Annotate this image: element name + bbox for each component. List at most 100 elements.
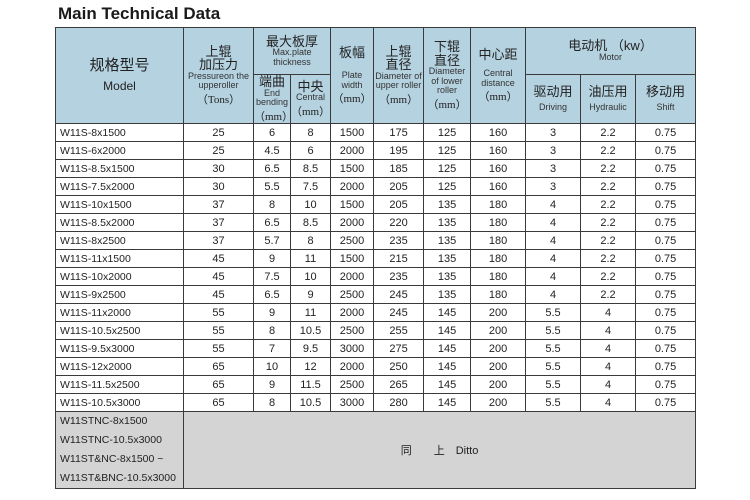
value-cell: 2000 — [330, 267, 375, 287]
value-cell: 160 — [470, 141, 527, 161]
value-cell: 245 — [373, 285, 425, 305]
table-row: W11S-9x2500 45 6.5 9 2500 245 135 180 4 2.2 0.75 — [55, 285, 697, 305]
value-cell: 245 — [373, 303, 425, 323]
value-cell: 2.2 — [580, 159, 637, 179]
value-cell: 4 — [580, 357, 637, 377]
value-cell: 11 — [289, 303, 332, 323]
value-cell: 0.75 — [635, 339, 697, 359]
value-cell: 125 — [423, 141, 472, 161]
header-plate-width: 板幅 Plate width （mm） — [330, 26, 375, 125]
value-cell: 5.5 — [253, 177, 291, 197]
value-cell: 4 — [580, 321, 637, 341]
ditto-model: W11STNC-10.5x3000 — [60, 434, 162, 447]
value-cell: 135 — [423, 231, 472, 251]
value-cell: 9 — [289, 285, 332, 305]
value-cell: 145 — [423, 357, 472, 377]
value-cell: 55 — [183, 339, 254, 359]
value-cell: 200 — [470, 321, 527, 341]
value-cell: 2.2 — [580, 267, 637, 287]
model-cell: W11S-10.5x3000 — [55, 393, 184, 413]
value-cell: 2.2 — [580, 141, 637, 161]
value-cell: 160 — [470, 159, 527, 179]
value-cell: 2500 — [330, 321, 375, 341]
value-cell: 200 — [470, 339, 527, 359]
value-cell: 2500 — [330, 375, 375, 395]
model-cell: W11S-10x1500 — [55, 195, 184, 215]
value-cell: 200 — [470, 393, 527, 413]
value-cell: 6 — [253, 123, 291, 143]
value-cell: 0.75 — [635, 393, 697, 413]
value-cell: 3000 — [330, 339, 375, 359]
value-cell: 25 — [183, 141, 254, 161]
value-cell: 7 — [253, 339, 291, 359]
value-cell: 25 — [183, 123, 254, 143]
value-cell: 11 — [289, 249, 332, 269]
value-cell: 5.7 — [253, 231, 291, 251]
value-cell: 135 — [423, 285, 472, 305]
value-cell: 205 — [373, 195, 425, 215]
table-row: W11S-6x2000 25 4.5 6 2000 195 125 160 3 2.2 0.75 — [55, 141, 697, 161]
value-cell: 0.75 — [635, 195, 697, 215]
value-cell: 2000 — [330, 357, 375, 377]
model-cell: W11S-11.5x2500 — [55, 375, 184, 395]
value-cell: 8.5 — [289, 159, 332, 179]
value-cell: 180 — [470, 213, 527, 233]
value-cell: 5.5 — [525, 393, 582, 413]
value-cell: 0.75 — [635, 357, 697, 377]
header-lower-roller: 下辊 直径 Diameter of lower roller （mm） — [423, 26, 472, 125]
value-cell: 9 — [253, 375, 291, 395]
value-cell: 9 — [253, 249, 291, 269]
value-cell: 2000 — [330, 141, 375, 161]
value-cell: 215 — [373, 249, 425, 269]
value-cell: 4 — [580, 393, 637, 413]
value-cell: 180 — [470, 285, 527, 305]
header-driving: 驱动用 Driving — [525, 73, 582, 125]
value-cell: 3 — [525, 159, 582, 179]
value-cell: 205 — [373, 177, 425, 197]
ditto-model: W11ST&BNC-10.5x3000 — [60, 472, 176, 485]
value-cell: 10 — [289, 195, 332, 215]
header-central-distance: 中心距 Central distance （mm） — [470, 26, 527, 125]
header-motor: 电动机 （kw） Motor — [525, 27, 697, 75]
ditto-models: W11STNC-8x1500 W11STNC-10.5x3000 W11ST&N… — [55, 411, 184, 490]
value-cell: 0.75 — [635, 267, 697, 287]
value-cell: 3000 — [330, 393, 375, 413]
model-cell: W11S-8.5x2000 — [55, 213, 184, 233]
value-cell: 265 — [373, 375, 425, 395]
table-row: W11S-7.5x2000 30 5.5 7.5 2000 205 125 160 3 2.2 0.… — [55, 177, 697, 197]
value-cell: 2.2 — [580, 231, 637, 251]
value-cell: 8 — [289, 231, 332, 251]
value-cell: 10.5 — [289, 393, 332, 413]
value-cell: 135 — [423, 195, 472, 215]
value-cell: 195 — [373, 141, 425, 161]
value-cell: 235 — [373, 231, 425, 251]
value-cell: 255 — [373, 321, 425, 341]
value-cell: 125 — [423, 159, 472, 179]
value-cell: 10.5 — [289, 321, 332, 341]
header-hydraulic: 油压用 Hydraulic — [580, 73, 637, 125]
value-cell: 4 — [580, 375, 637, 395]
value-cell: 2.2 — [580, 123, 637, 143]
value-cell: 200 — [470, 357, 527, 377]
value-cell: 4 — [525, 249, 582, 269]
value-cell: 1500 — [330, 249, 375, 269]
table-row: W11S-10x1500 37 8 10 1500 205 135 180 4 2.2 0.75 — [55, 195, 697, 215]
value-cell: 5.5 — [525, 357, 582, 377]
value-cell: 0.75 — [635, 375, 697, 395]
value-cell: 145 — [423, 393, 472, 413]
value-cell: 0.75 — [635, 303, 697, 323]
value-cell: 37 — [183, 231, 254, 251]
value-cell: 2500 — [330, 231, 375, 251]
model-cell: W11S-12x2000 — [55, 357, 184, 377]
value-cell: 1500 — [330, 195, 375, 215]
value-cell: 37 — [183, 195, 254, 215]
value-cell: 200 — [470, 375, 527, 395]
table-row: W11S-8x2500 37 5.7 8 2500 235 135 180 4 2.2 0.75 — [55, 231, 697, 251]
value-cell: 8 — [253, 393, 291, 413]
value-cell: 2000 — [330, 213, 375, 233]
value-cell: 2500 — [330, 285, 375, 305]
value-cell: 135 — [423, 249, 472, 269]
table-row: W11S-12x2000 65 10 12 2000 250 145 200 5.5 4 0.75 — [55, 357, 697, 377]
value-cell: 6.5 — [253, 159, 291, 179]
value-cell: 12 — [289, 357, 332, 377]
